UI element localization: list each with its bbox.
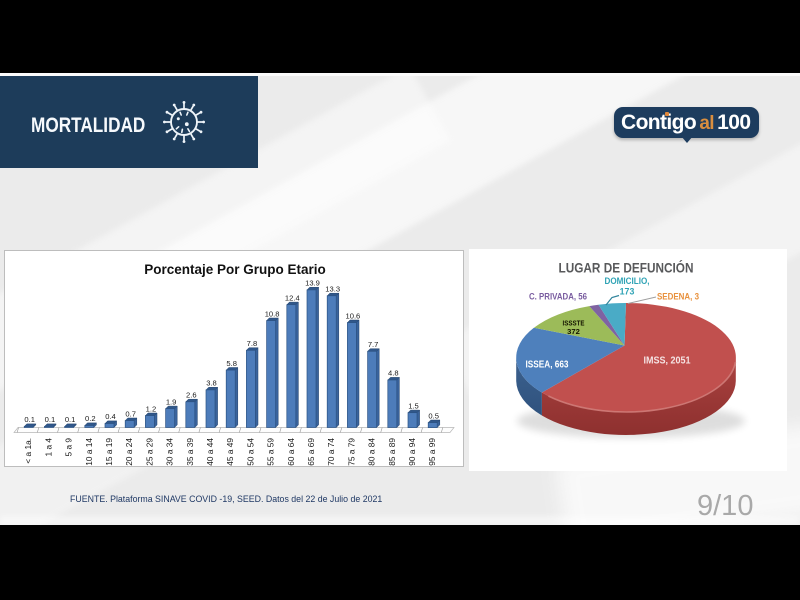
svg-text:LUGAR DE DEFUNCIÓN: LUGAR DE DEFUNCIÓN (559, 259, 694, 276)
svg-text:13.9: 13.9 (305, 279, 320, 288)
svg-text:10.6: 10.6 (346, 311, 361, 320)
svg-text:< a 1a.: < a 1a. (23, 438, 33, 464)
svg-text:50 a 54: 50 a 54 (245, 438, 255, 466)
svg-text:85 a 89: 85 a 89 (387, 438, 397, 466)
svg-text:20 a 24: 20 a 24 (124, 438, 134, 466)
svg-text:65 a 69: 65 a 69 (306, 438, 316, 466)
svg-text:0.1: 0.1 (24, 415, 35, 424)
svg-text:80 a 84: 80 a 84 (367, 438, 377, 466)
svg-text:5.8: 5.8 (226, 359, 237, 368)
svg-text:0.2: 0.2 (85, 414, 96, 423)
svg-text:60 a 64: 60 a 64 (286, 438, 296, 466)
svg-text:Porcentaje Por Grupo Etario: Porcentaje Por Grupo Etario (144, 262, 326, 277)
svg-text:7.7: 7.7 (368, 340, 379, 349)
svg-text:75 a 79: 75 a 79 (346, 438, 356, 466)
svg-text:15 a 19: 15 a 19 (104, 438, 114, 466)
svg-text:90 a 94: 90 a 94 (407, 438, 417, 466)
svg-text:ISSEA, 663: ISSEA, 663 (526, 360, 569, 371)
svg-text:0.7: 0.7 (125, 409, 136, 418)
svg-text:4.8: 4.8 (388, 369, 399, 378)
svg-text:5 a 9: 5 a 9 (64, 438, 74, 457)
svg-text:0.1: 0.1 (45, 415, 56, 424)
svg-text:10 a 14: 10 a 14 (84, 438, 94, 466)
svg-text:70 a 74: 70 a 74 (326, 438, 336, 466)
svg-text:C. PRIVADA, 56: C. PRIVADA, 56 (529, 292, 587, 302)
svg-text:372: 372 (567, 327, 580, 336)
svg-text:IMSS, 2051: IMSS, 2051 (644, 356, 691, 367)
svg-text:3.8: 3.8 (206, 379, 217, 388)
svg-text:13.3: 13.3 (325, 285, 340, 294)
svg-text:35 a 39: 35 a 39 (185, 438, 195, 466)
svg-text:1.2: 1.2 (146, 404, 157, 413)
svg-text:2.6: 2.6 (186, 391, 197, 400)
svg-text:7.8: 7.8 (247, 339, 258, 348)
svg-text:25 a 29: 25 a 29 (144, 438, 154, 466)
svg-text:95 a 99: 95 a 99 (427, 438, 437, 466)
svg-text:DOMICILIO,: DOMICILIO, (605, 276, 650, 286)
svg-text:10.8: 10.8 (265, 309, 280, 318)
svg-text:45 a 49: 45 a 49 (225, 438, 235, 466)
svg-text:0.4: 0.4 (105, 412, 116, 421)
svg-text:1.9: 1.9 (166, 397, 177, 406)
svg-text:SEDENA, 3: SEDENA, 3 (657, 292, 699, 302)
svg-text:55 a 59: 55 a 59 (266, 438, 276, 466)
svg-text:ISSSTE: ISSSTE (563, 319, 585, 328)
svg-text:173: 173 (620, 287, 635, 297)
svg-text:0.5: 0.5 (428, 411, 439, 420)
svg-text:12.4: 12.4 (285, 293, 300, 302)
svg-text:1.5: 1.5 (408, 401, 419, 410)
svg-text:1 a 4: 1 a 4 (43, 438, 53, 457)
svg-text:0.1: 0.1 (65, 415, 76, 424)
svg-text:30 a 34: 30 a 34 (165, 438, 175, 466)
svg-text:40 a 44: 40 a 44 (205, 438, 215, 466)
